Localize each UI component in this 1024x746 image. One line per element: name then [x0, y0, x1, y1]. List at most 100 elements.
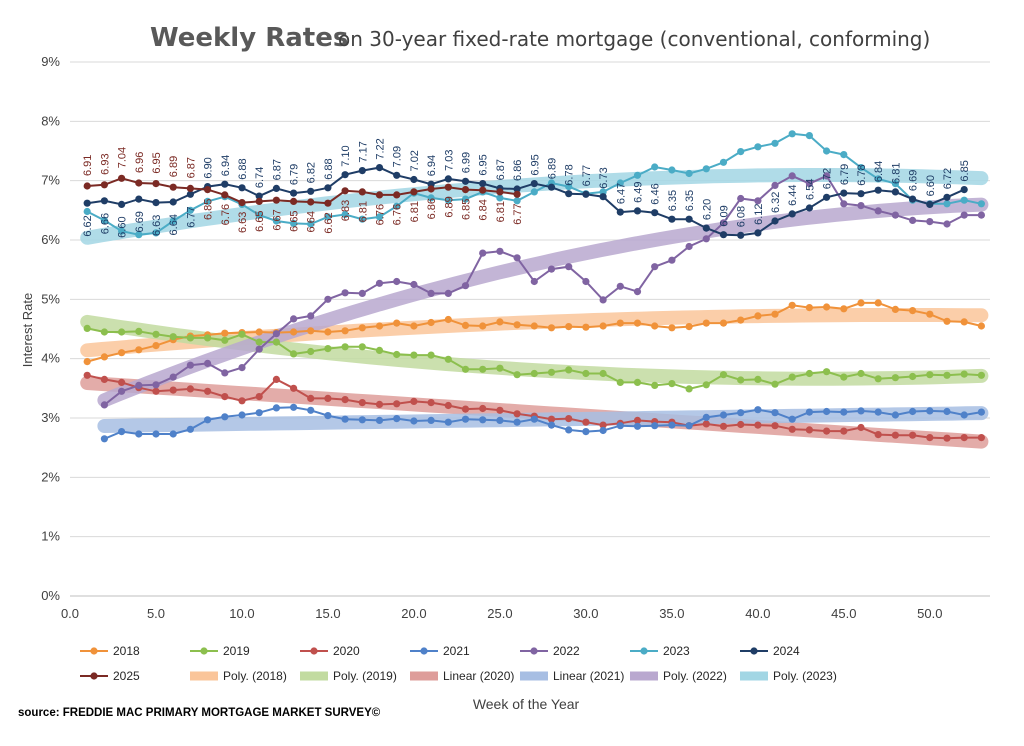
data-label: 6.62: [323, 212, 335, 233]
data-point-2018: [375, 322, 384, 330]
data-point-2024: [358, 167, 366, 175]
data-point-2020: [410, 397, 418, 405]
data-point-2022: [616, 282, 624, 290]
series-line-2024: [87, 166, 965, 237]
data-point-2024: [341, 171, 349, 179]
data-point-2023: [840, 151, 848, 159]
x-tick-label: 10.0: [229, 606, 254, 621]
data-point-2022: [977, 211, 986, 219]
data-point-2023: [719, 158, 728, 166]
data-point-2019: [272, 338, 280, 346]
data-point-2019: [307, 347, 315, 356]
data-point-2021: [100, 435, 108, 443]
series-2021: [100, 403, 986, 443]
data-point-2022: [444, 289, 452, 297]
data-point-2020: [83, 371, 91, 379]
legend-marker: [420, 647, 428, 655]
data-label: 6.88: [237, 158, 249, 179]
data-point-2021: [788, 415, 796, 423]
data-point-2022: [135, 381, 143, 389]
data-label: 6.60: [117, 216, 129, 237]
data-point-2020: [857, 423, 865, 432]
data-point-2021: [152, 430, 160, 438]
data-point-2022: [169, 373, 177, 381]
data-point-2019: [324, 345, 332, 353]
data-point-2021: [238, 411, 246, 419]
data-point-2023: [496, 194, 504, 202]
data-point-2020: [702, 420, 710, 428]
data-point-2018: [427, 318, 435, 327]
data-point-2024: [771, 217, 779, 225]
data-point-2019: [909, 372, 917, 381]
series-line-2022: [103, 174, 982, 406]
data-point-2023: [857, 164, 865, 172]
data-point-2024: [685, 215, 693, 223]
data-point-2020: [186, 385, 194, 393]
legend-label: Linear (2021): [553, 669, 624, 683]
data-label: 6.64: [168, 214, 180, 235]
data-point-2019: [410, 351, 418, 359]
data-point-2022: [891, 211, 900, 219]
data-point-2019: [805, 369, 814, 378]
data-label: 6.65: [289, 210, 301, 231]
data-point-2020: [461, 405, 470, 413]
data-point-2023: [565, 183, 573, 191]
data-point-2022: [651, 263, 659, 271]
data-point-2024: [547, 183, 556, 191]
data-point-2018: [599, 322, 607, 330]
legend-item-2019: 2019: [190, 644, 250, 658]
data-point-2022: [668, 256, 676, 264]
x-axis-label: Week of the Year: [473, 696, 580, 712]
data-point-2022: [702, 235, 710, 243]
data-point-2024: [616, 208, 624, 216]
data-point-2022: [118, 387, 126, 395]
data-point-2019: [960, 370, 968, 378]
data-point-2020: [375, 400, 384, 408]
data-point-2020: [771, 422, 779, 430]
data-point-2018: [668, 324, 676, 332]
data-point-2025: [341, 187, 349, 195]
data-point-2020: [496, 406, 504, 414]
data-point-2021: [926, 407, 934, 415]
data-label: 6.96: [134, 152, 146, 173]
legend-item-2020: 2020: [300, 644, 360, 658]
data-point-2022: [788, 172, 796, 180]
gridlines: [70, 61, 990, 597]
data-point-2024: [719, 231, 728, 239]
y-tick-label: 7%: [41, 173, 60, 188]
data-point-2025: [152, 180, 160, 188]
data-label: 7.04: [117, 147, 129, 168]
data-point-2021: [444, 418, 452, 426]
legend-marker: [200, 647, 208, 655]
data-point-2022: [186, 361, 194, 369]
data-point-2023: [324, 213, 332, 221]
data-point-2019: [461, 365, 470, 373]
data-point-2022: [633, 288, 642, 296]
legend-label: 2025: [113, 669, 140, 683]
data-point-2019: [565, 366, 573, 374]
data-point-2024: [461, 177, 470, 185]
series-2023: [83, 130, 986, 239]
data-point-2025: [444, 183, 452, 191]
data-point-2022: [358, 289, 366, 297]
data-point-2018: [891, 305, 900, 313]
legend-marker: [90, 647, 98, 655]
data-point-2025: [375, 191, 384, 199]
data-point-2021: [358, 416, 366, 424]
data-point-2018: [221, 329, 229, 337]
data-point-2021: [186, 425, 194, 433]
data-point-2022: [823, 172, 831, 180]
data-point-2022: [324, 295, 332, 303]
data-point-2022: [341, 289, 349, 297]
data-point-2023: [891, 180, 900, 188]
x-tick-label: 25.0: [487, 606, 512, 621]
data-point-2018: [530, 322, 538, 330]
data-point-2020: [891, 431, 900, 439]
x-tick-label: 0.0: [61, 606, 79, 621]
data-point-2021: [272, 404, 280, 412]
data-point-2025: [186, 184, 194, 192]
data-point-2018: [737, 316, 745, 324]
x-tick-label: 45.0: [831, 606, 856, 621]
x-tick-label: 40.0: [745, 606, 770, 621]
data-point-2020: [977, 434, 986, 442]
